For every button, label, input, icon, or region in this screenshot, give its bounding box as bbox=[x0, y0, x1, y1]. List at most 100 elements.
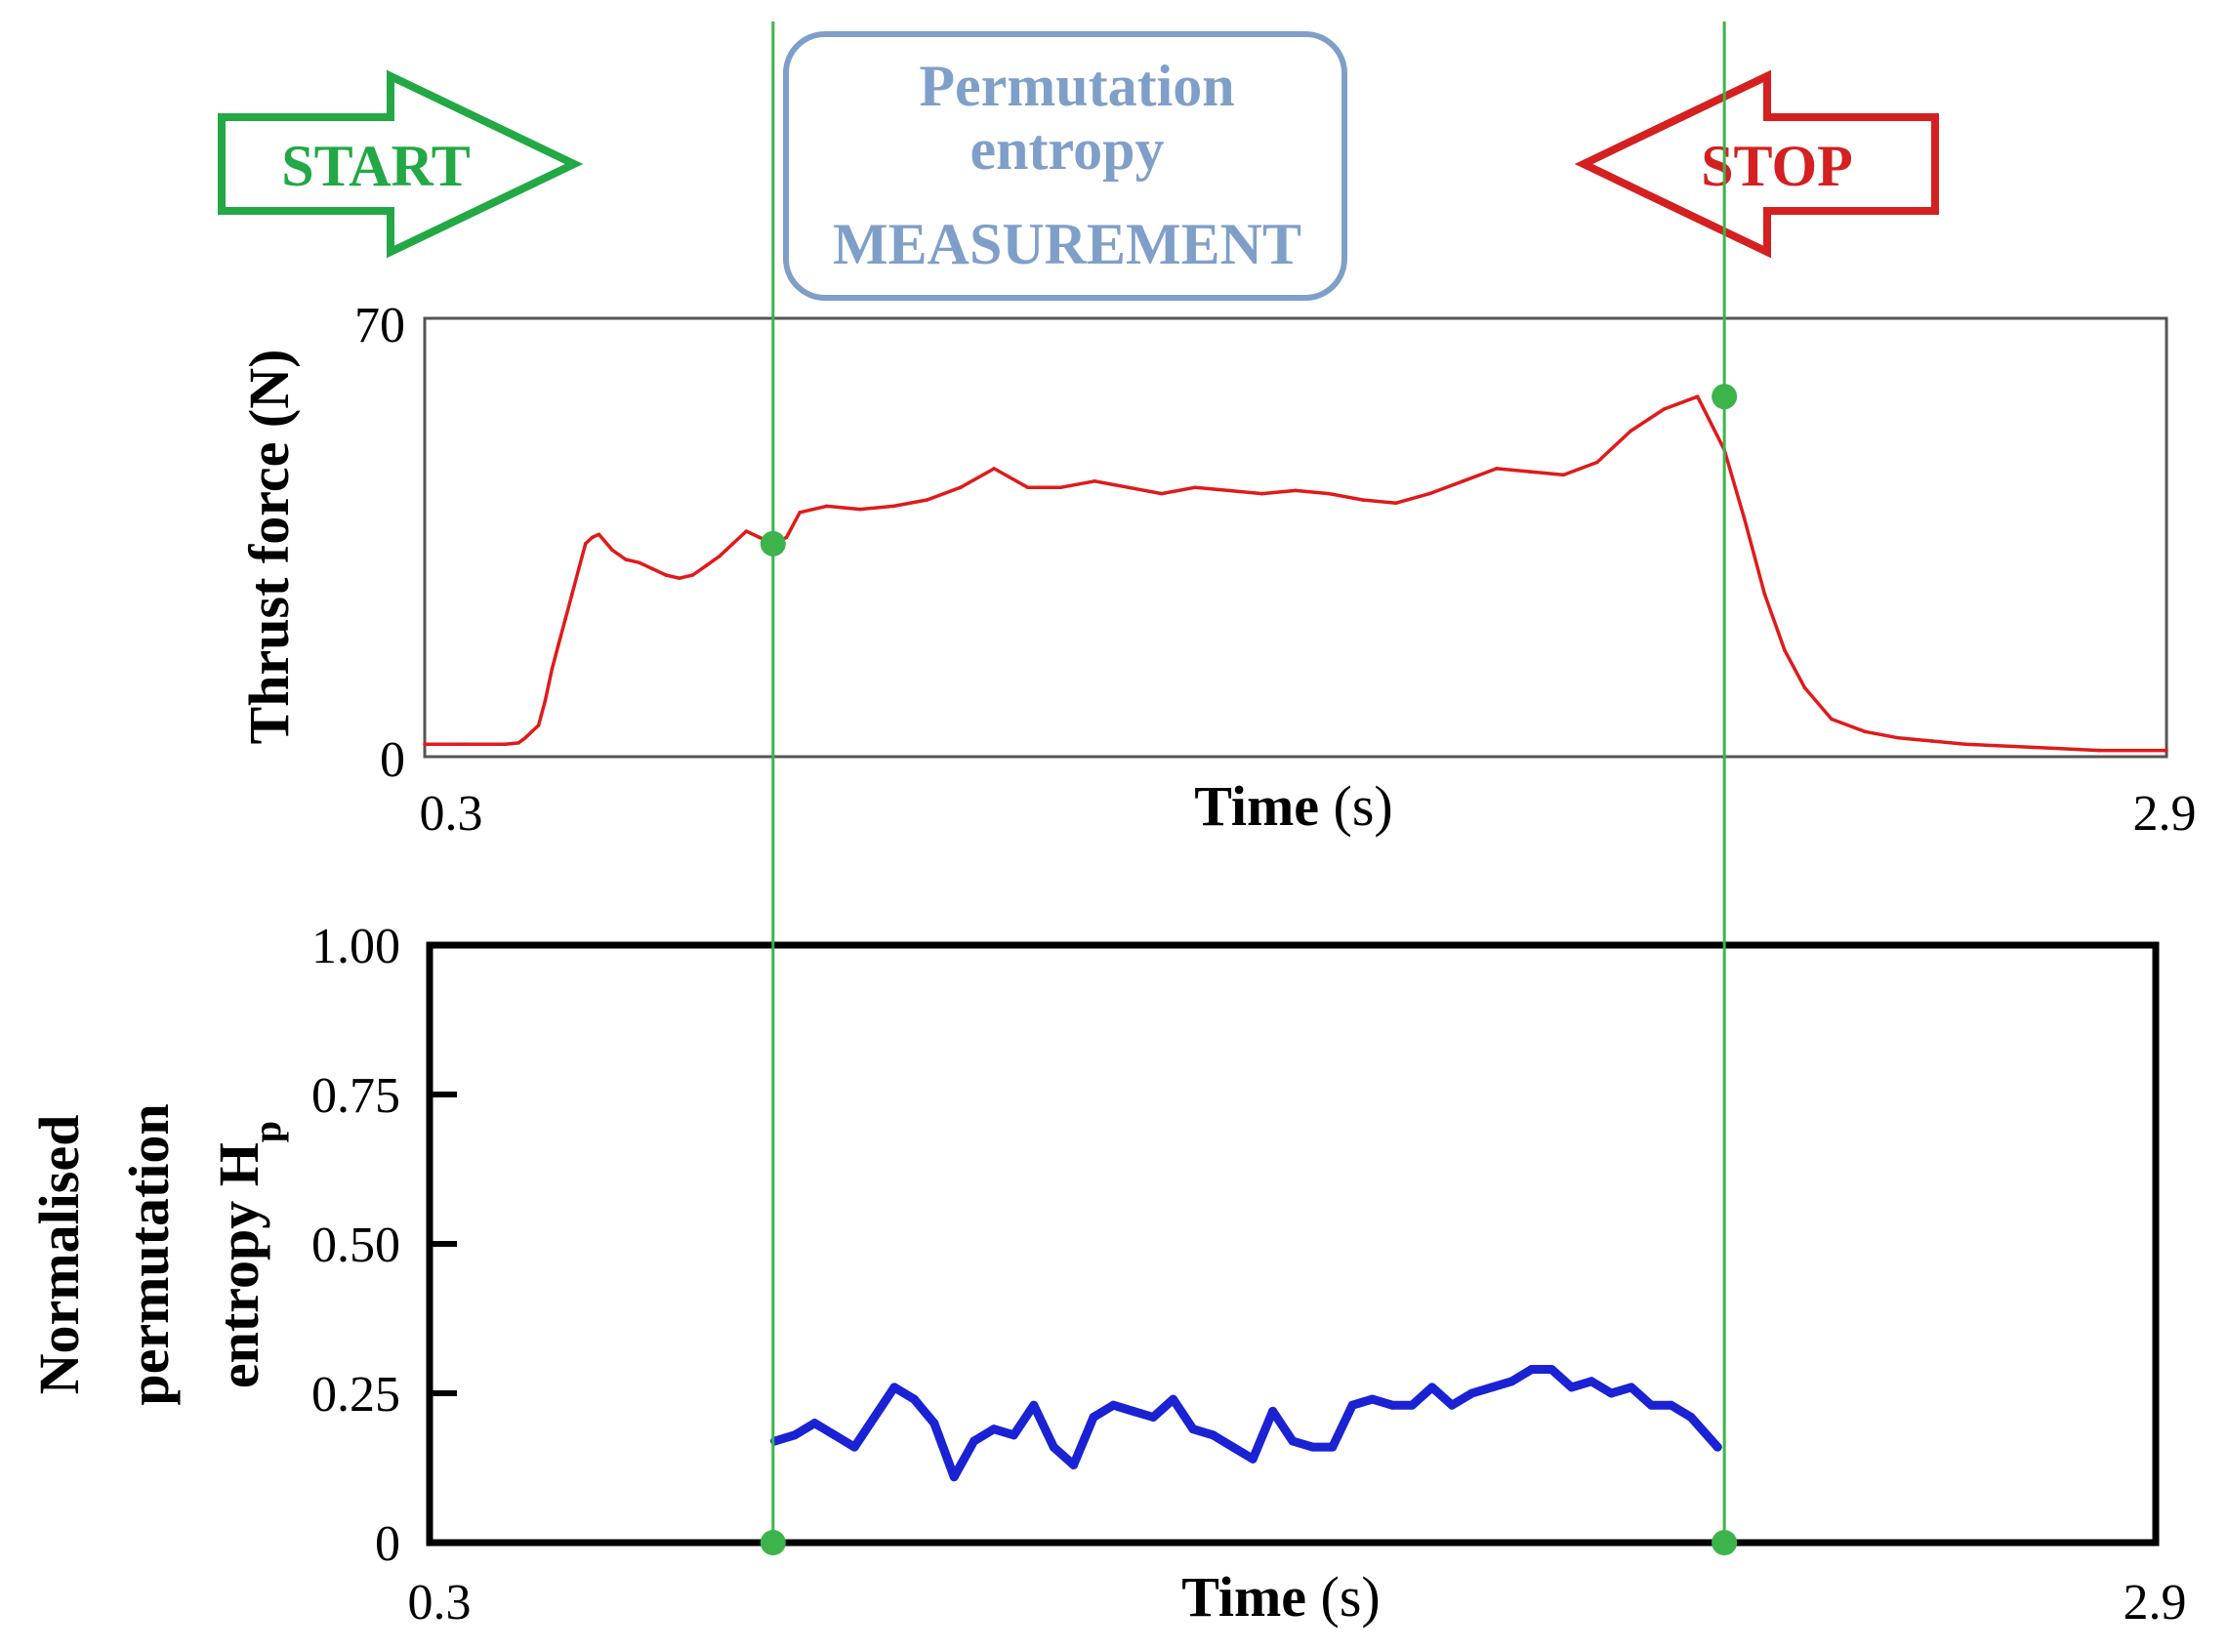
thrust-data-point bbox=[758, 535, 762, 540]
thrust-data-point bbox=[858, 507, 862, 512]
stop-arrow-icon bbox=[1574, 69, 1939, 259]
entropy-data-point bbox=[1029, 1400, 1039, 1410]
entropy-data-point bbox=[1427, 1383, 1437, 1392]
entropy-x-axis-label-main: Time bbox=[1181, 1565, 1306, 1629]
entropy-data-point bbox=[929, 1419, 939, 1428]
thrust-data-point bbox=[583, 542, 588, 546]
entropy-data-point bbox=[1347, 1400, 1357, 1410]
thrust-data-point bbox=[563, 617, 567, 621]
thrust-data-point bbox=[1226, 488, 1231, 493]
thrust-data-point bbox=[1528, 470, 1532, 474]
entropy-y-label-line3: entropy Hp bbox=[207, 1121, 289, 1388]
entropy-plot-frame bbox=[426, 941, 2160, 1547]
entropy-y-tick-label: 1.00 bbox=[311, 919, 400, 974]
entropy-data-point bbox=[870, 1412, 880, 1422]
start-thrust-dot bbox=[760, 530, 786, 557]
entropy-data-point bbox=[1169, 1394, 1178, 1404]
thrust-data-point bbox=[959, 485, 963, 489]
thrust-data-point bbox=[677, 576, 681, 580]
entropy-y-tick-label: 0.25 bbox=[311, 1367, 400, 1423]
thrust-x-axis-label-main: Time bbox=[1194, 774, 1319, 838]
entropy-data-point bbox=[1368, 1394, 1378, 1404]
thrust-data-point bbox=[664, 573, 668, 577]
entropy-data-point bbox=[1328, 1442, 1338, 1452]
thrust-y-axis-label: Thrust force (N) bbox=[237, 350, 301, 745]
entropy-data-point bbox=[1627, 1383, 1636, 1392]
entropy-data-point bbox=[1567, 1383, 1577, 1392]
entropy-data-point bbox=[1407, 1400, 1417, 1410]
thrust-data-point bbox=[650, 566, 655, 571]
entropy-data-point bbox=[790, 1430, 800, 1440]
entropy-data-point bbox=[809, 1419, 819, 1428]
thrust-data-point bbox=[1561, 473, 1566, 477]
measurement-box: Permutation entropy MEASUREMENT bbox=[783, 31, 1347, 301]
thrust-data-point bbox=[2097, 748, 2102, 753]
entropy-data-point bbox=[1069, 1460, 1079, 1469]
entropy-x-axis-label: Time (s) bbox=[1181, 1565, 1381, 1629]
thrust-data-point bbox=[730, 542, 735, 546]
entropy-line bbox=[770, 1365, 1722, 1482]
entropy-data-point bbox=[849, 1442, 859, 1452]
thrust-y-tick-bottom: 0 bbox=[380, 732, 405, 788]
thrust-x-tick-right: 2.9 bbox=[2133, 786, 2197, 842]
thrust-data-point bbox=[1695, 394, 1700, 398]
thrust-data-point bbox=[891, 504, 896, 509]
thrust-data-point bbox=[1259, 491, 1264, 496]
entropy-data-point bbox=[1268, 1406, 1278, 1416]
thrust-data-point bbox=[784, 535, 789, 540]
entropy-data-point bbox=[889, 1383, 899, 1392]
measurement-box-line3: MEASUREMENT bbox=[833, 212, 1301, 276]
thrust-data-point bbox=[550, 667, 555, 671]
entropy-data-point bbox=[1686, 1412, 1696, 1422]
entropy-y-tick-label: 0.50 bbox=[311, 1218, 400, 1273]
thrust-data-point bbox=[1394, 501, 1398, 506]
entropy-data-point bbox=[1108, 1400, 1118, 1410]
thrust-data-point bbox=[1896, 735, 1901, 740]
entropy-data-point bbox=[1447, 1400, 1457, 1410]
thrust-data-point bbox=[1742, 516, 1747, 521]
thrust-y-tick-top: 70 bbox=[354, 298, 405, 353]
thrust-data-point bbox=[1360, 498, 1365, 502]
thrust-data-point bbox=[1427, 491, 1432, 496]
entropy-data-point bbox=[1646, 1400, 1656, 1410]
entropy-data-point bbox=[970, 1436, 979, 1446]
thrust-data-point bbox=[925, 498, 929, 502]
thrust-data-point bbox=[516, 741, 520, 745]
entropy-data-point bbox=[1667, 1400, 1676, 1410]
thrust-data-point bbox=[536, 723, 541, 727]
entropy-x-tick-left: 0.3 bbox=[408, 1575, 472, 1631]
entropy-y-tick-label: 0 bbox=[375, 1516, 400, 1572]
thrust-data-point bbox=[992, 467, 997, 471]
thrust-data-point bbox=[1963, 742, 1967, 746]
entropy-data-point bbox=[949, 1472, 959, 1482]
thrust-data-point bbox=[1830, 717, 1834, 722]
thrust-force-chart: 70 0 0.3 2.9 Time (s) Thrust force (N) bbox=[237, 298, 2197, 842]
thrust-data-point bbox=[557, 641, 561, 646]
thrust-data-point bbox=[1327, 491, 1332, 496]
entropy-data-point bbox=[1527, 1365, 1537, 1375]
entropy-data-point bbox=[1387, 1400, 1397, 1410]
entropy-data-point bbox=[1009, 1430, 1018, 1440]
start-banner: START bbox=[218, 69, 584, 259]
thrust-data-point bbox=[503, 742, 508, 746]
thrust-data-point bbox=[2165, 748, 2168, 753]
thrust-data-point bbox=[624, 558, 628, 561]
stop-banner: STOP bbox=[1574, 69, 1939, 259]
thrust-data-point bbox=[570, 592, 574, 597]
thrust-data-point bbox=[744, 529, 749, 533]
thrust-data-point bbox=[1461, 478, 1465, 483]
entropy-y-label-line2: permutation bbox=[117, 1103, 181, 1405]
thrust-data-point bbox=[463, 742, 467, 746]
time-markers bbox=[760, 21, 1738, 1555]
thrust-data-point bbox=[704, 563, 708, 568]
thrust-data-point bbox=[590, 535, 595, 540]
thrust-data-point bbox=[1193, 485, 1197, 489]
thrust-data-point bbox=[1863, 729, 1868, 734]
entropy-data-point bbox=[1208, 1430, 1217, 1440]
thrust-data-point bbox=[690, 573, 695, 577]
thrust-data-point bbox=[1594, 460, 1599, 465]
entropy-data-point bbox=[1148, 1412, 1158, 1422]
entropy-data-point bbox=[1606, 1388, 1616, 1398]
entropy-data-point bbox=[1712, 1442, 1722, 1452]
